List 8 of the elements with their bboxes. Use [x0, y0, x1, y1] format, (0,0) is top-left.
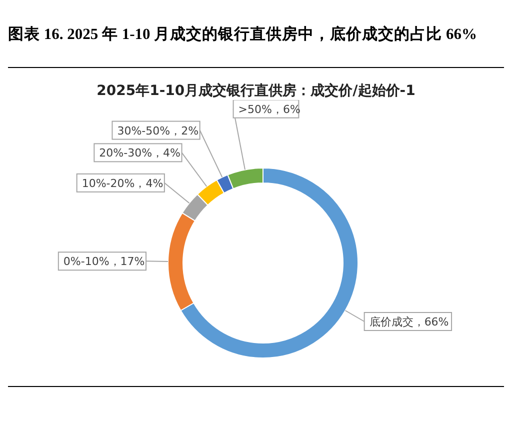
- chart-subtitle: 2025年1-10月成交银行直供房：成交价/起始价-1: [96, 82, 416, 100]
- slice-label: >50%，6%: [238, 102, 300, 116]
- slice-label: 10%-20%，4%: [82, 176, 164, 190]
- slice-label: 底价成交，66%: [369, 316, 449, 328]
- slice-label: 0%-10%，17%: [63, 255, 145, 268]
- slice-label: 30%-50%，2%: [117, 124, 199, 138]
- chart-title: 图表 16. 2025 年 1-10 月成交的银行直供房中，底价成交的占比 66%: [8, 8, 504, 68]
- slice-label: 20%-30%，4%: [99, 146, 180, 160]
